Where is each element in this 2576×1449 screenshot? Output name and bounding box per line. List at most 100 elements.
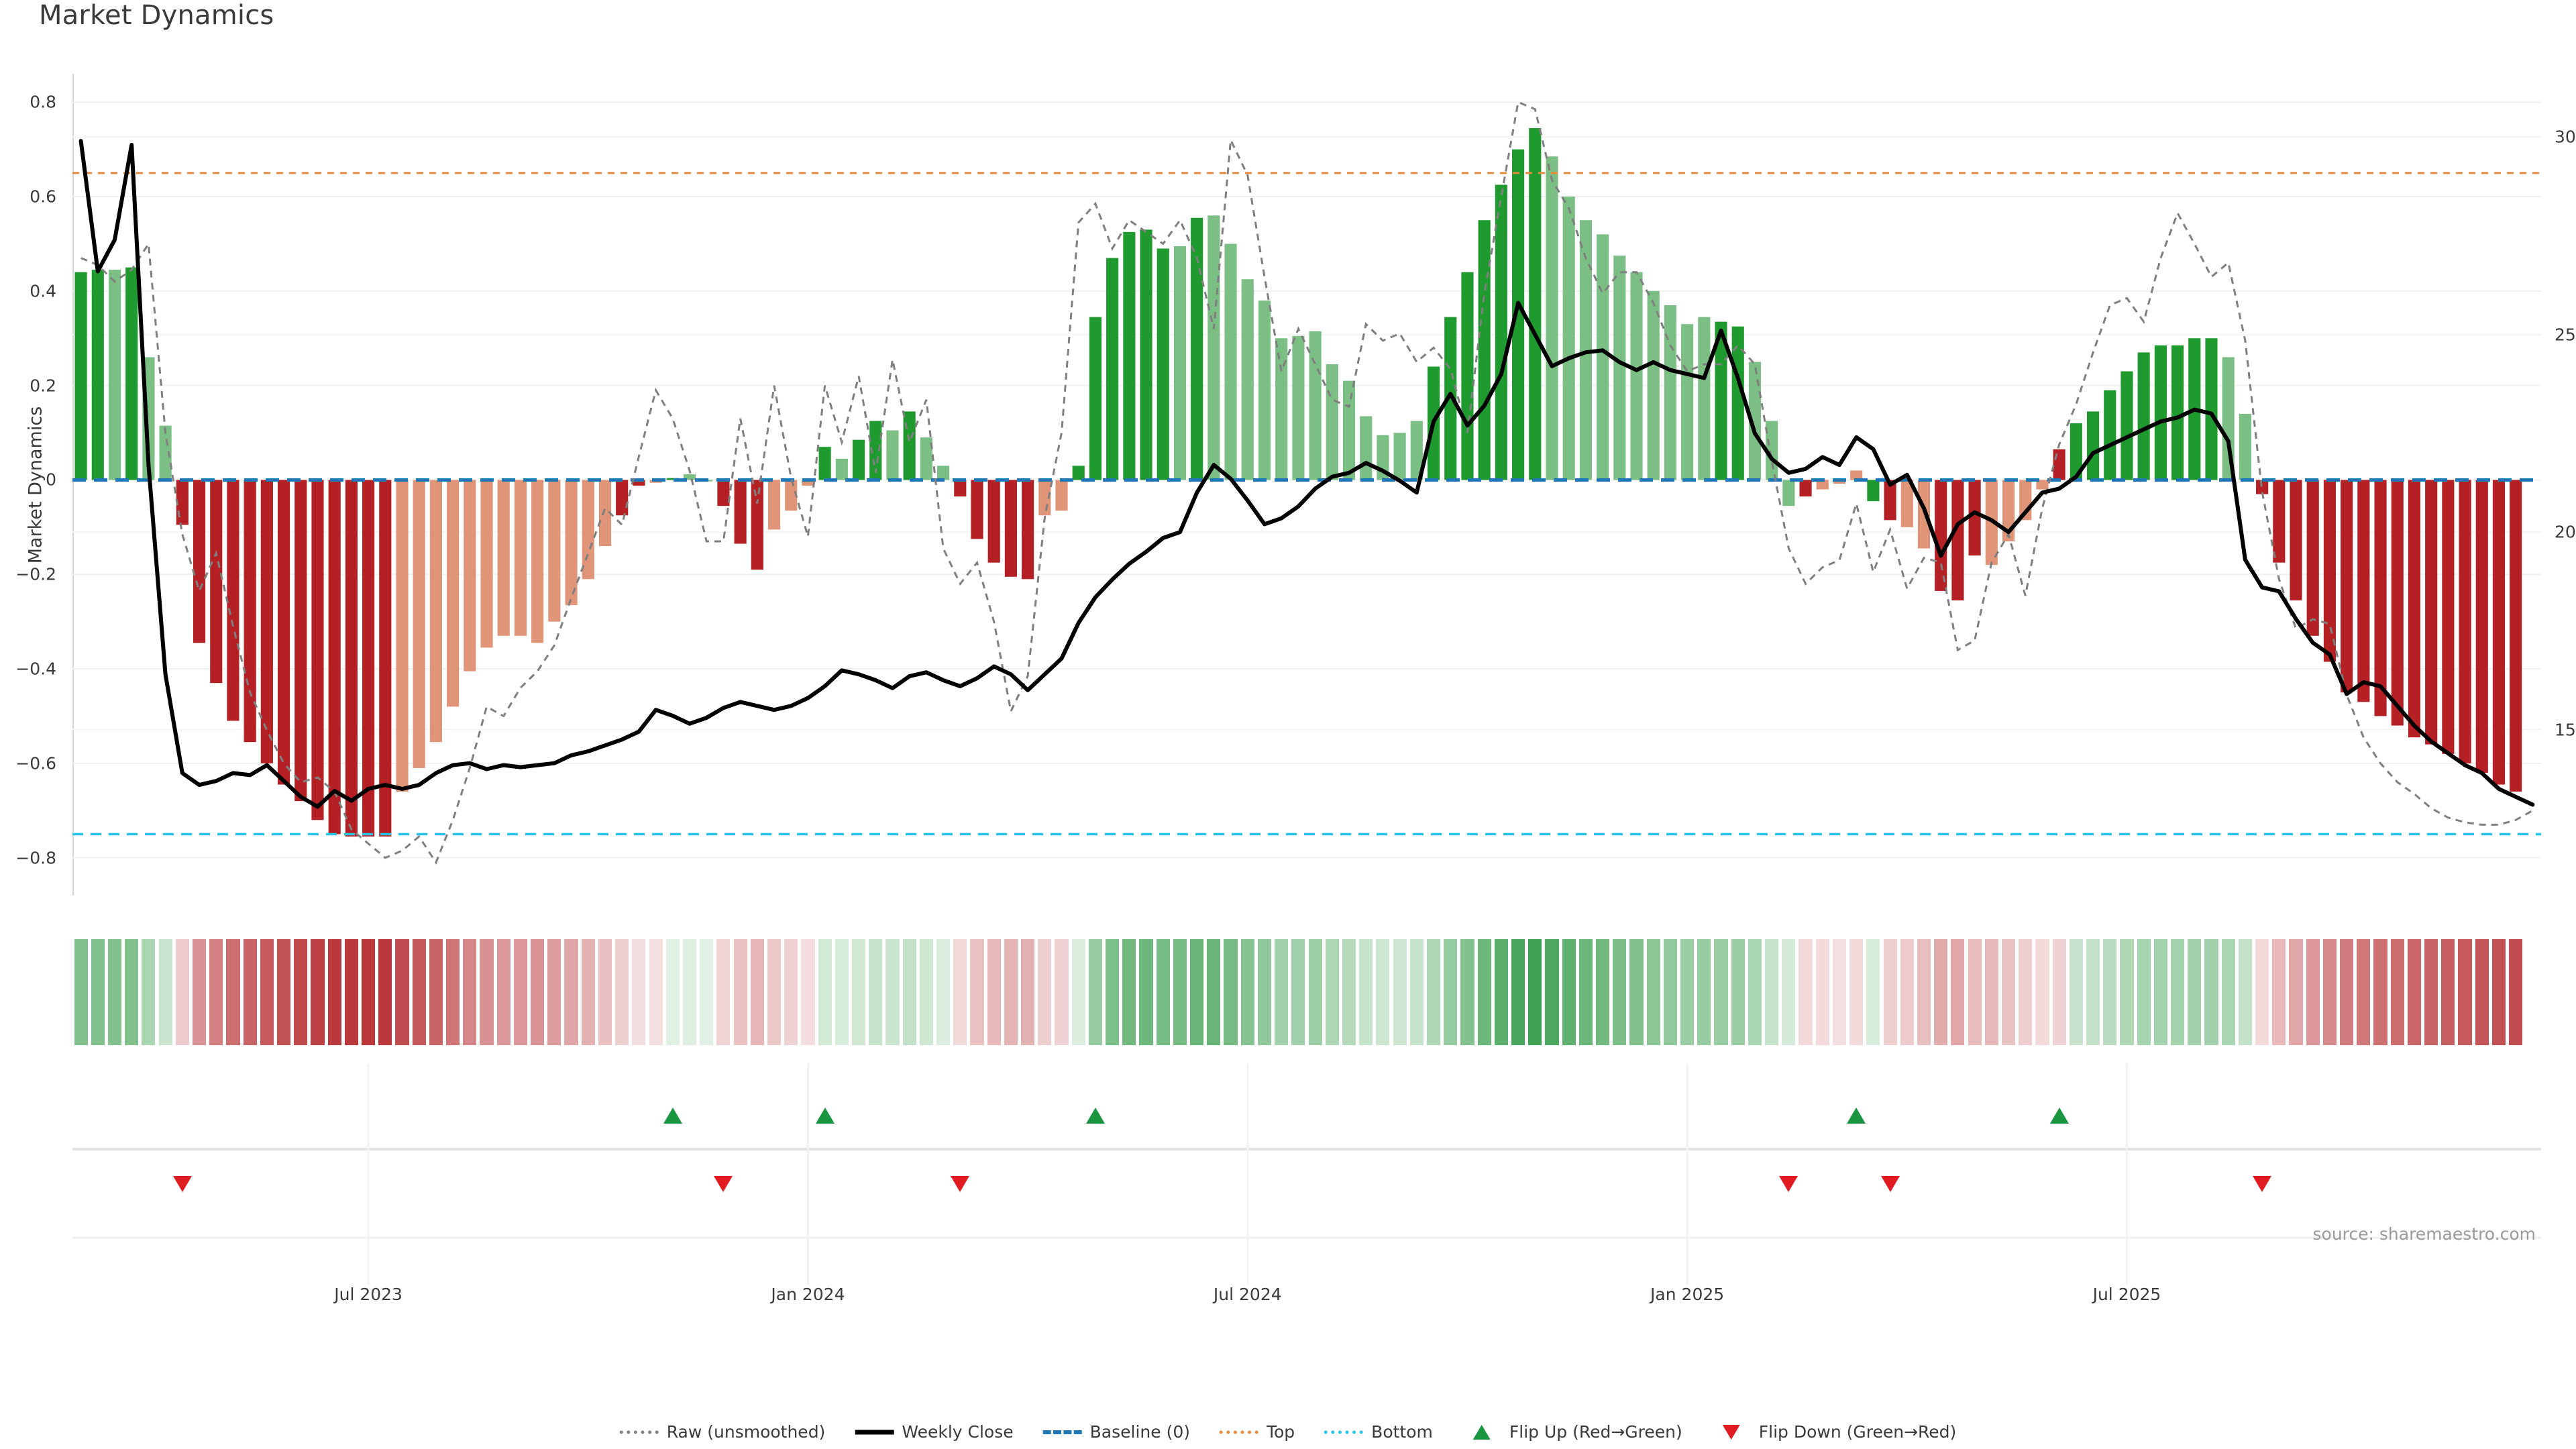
heatmap-cell <box>1799 939 1813 1045</box>
heatmap-cell <box>1275 939 1289 1045</box>
heatmap-cell <box>1071 939 1085 1045</box>
heatmap-cell <box>1393 939 1407 1045</box>
legend-entry[interactable]: Baseline (0) <box>1042 1422 1190 1442</box>
chart-bar <box>1833 480 1846 484</box>
legend-label: Bottom <box>1371 1422 1433 1442</box>
flip-down-marker <box>2253 1176 2272 1192</box>
chart-bar <box>1597 234 1609 480</box>
chart-bar <box>903 411 916 480</box>
legend-entry[interactable]: Flip Up (Red→Green) <box>1462 1422 1682 1442</box>
x-tick-label: Jul 2024 <box>1213 1285 1282 1304</box>
chart-bar <box>1208 215 1220 480</box>
heatmap-cell <box>480 939 494 1045</box>
chart-bar <box>835 458 848 480</box>
legend-label: Flip Up (Red→Green) <box>1509 1422 1682 1442</box>
chart-bar <box>193 480 206 643</box>
legend-entry[interactable]: Bottom <box>1324 1422 1433 1442</box>
heatmap-cell <box>2306 939 2320 1045</box>
chart-bar <box>413 480 425 768</box>
heatmap-cell <box>1426 939 1441 1045</box>
chart-bar <box>244 480 256 743</box>
heatmap-cell <box>158 939 172 1045</box>
heatmap-cell <box>885 939 900 1045</box>
main-plot-svg <box>72 101 2541 865</box>
chart-bar <box>2121 371 2133 480</box>
chart-bar <box>852 439 865 480</box>
heatmap-cell <box>2322 939 2337 1045</box>
heatmap-cell <box>1748 939 1762 1045</box>
heatmap-cell <box>665 939 680 1045</box>
chart-bar <box>260 480 273 763</box>
heatmap-cell <box>91 939 105 1045</box>
heatmap-cell <box>429 939 443 1045</box>
dotted-line-cyan-icon <box>1324 1426 1364 1439</box>
chart-bar <box>2154 345 2167 480</box>
chart-bar <box>2239 413 2251 480</box>
left-tick-label: −0.4 <box>15 659 56 679</box>
chart-bar <box>294 480 307 802</box>
heatmap-cell <box>835 939 849 1045</box>
chart-bar <box>1579 220 1592 480</box>
chart-bar <box>1461 272 1474 480</box>
chart-bar <box>2391 480 2404 726</box>
chart-bar <box>1224 244 1237 480</box>
chart-bar <box>1055 480 1068 511</box>
flip-up-marker <box>1847 1108 1866 1124</box>
heatmap-cell <box>784 939 798 1045</box>
chart-bar <box>954 480 967 497</box>
chart-bar <box>1900 480 1913 527</box>
heatmap-cell <box>1782 939 1796 1045</box>
legend-entry[interactable]: Weekly Close <box>855 1422 1014 1442</box>
heatmap-cell <box>2272 939 2286 1045</box>
chart-bar <box>1309 331 1322 480</box>
chart-bar <box>2459 480 2471 763</box>
chart-bar <box>767 480 781 530</box>
heatmap-cell <box>2120 939 2134 1045</box>
chart-bar <box>1546 156 1558 480</box>
chart-bar <box>683 474 696 480</box>
heatmap-cell <box>615 939 629 1045</box>
heatmap-cell <box>1106 939 1120 1045</box>
heatmap-cell <box>395 939 409 1045</box>
legend-label: Top <box>1266 1422 1295 1442</box>
heatmap-cell <box>1731 939 1745 1045</box>
legend-label: Flip Down (Green→Red) <box>1758 1422 1957 1442</box>
heatmap-cell <box>2221 939 2235 1045</box>
heatmap-cell <box>2103 939 2117 1045</box>
left-tick-label: −0.8 <box>15 848 56 868</box>
heatmap-cell <box>209 939 223 1045</box>
legend-entry[interactable]: Top <box>1219 1422 1295 1442</box>
heatmap-cell <box>74 939 88 1045</box>
legend-entry[interactable]: Flip Down (Green→Red) <box>1712 1422 1957 1442</box>
heatmap-cell <box>1849 939 1864 1045</box>
heatmap-cell <box>733 939 747 1045</box>
chart-bar <box>1782 480 1795 506</box>
heatmap-cell <box>564 939 578 1045</box>
chart-bar <box>1748 362 1762 480</box>
heatmap-cell <box>1376 939 1390 1045</box>
chart-bar <box>2408 480 2421 738</box>
heatmap-cell <box>2001 939 2016 1045</box>
flip-down-marker <box>172 1176 192 1192</box>
chart-bar <box>1275 338 1288 480</box>
heatmap-cell <box>1815 939 1829 1045</box>
heatmap-cell <box>2357 939 2371 1045</box>
chart-bar <box>1326 364 1338 480</box>
chart-bar <box>987 480 1000 563</box>
heatmap-cell <box>1224 939 1238 1045</box>
chart-bar <box>2306 480 2319 636</box>
heatmap-cell <box>632 939 646 1045</box>
heatmap-cell <box>2019 939 2033 1045</box>
heatmap-cell <box>1562 939 1576 1045</box>
chart-bar <box>734 480 747 544</box>
legend-entry[interactable]: Raw (unsmoothed) <box>619 1422 825 1442</box>
chart-bar <box>1935 480 1947 591</box>
source-attribution: source: sharemaestro.com <box>2312 1224 2536 1244</box>
chart-bar <box>362 480 375 837</box>
x-tick-label: Jul 2023 <box>334 1285 402 1304</box>
heatmap-cell <box>1578 939 1593 1045</box>
flip-up-marker <box>1085 1108 1105 1124</box>
chart-bar <box>429 480 442 743</box>
heatmap-cell <box>2153 939 2167 1045</box>
chart-bar <box>598 480 612 547</box>
